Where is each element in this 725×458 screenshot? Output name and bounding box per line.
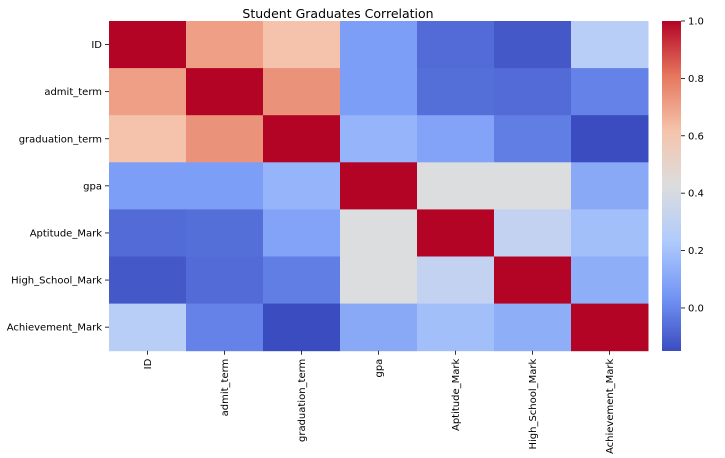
column-label: gpa — [374, 359, 385, 378]
column-label: ID — [143, 358, 154, 369]
heatmap-cell — [186, 68, 264, 116]
heatmap-cell — [109, 21, 187, 69]
heatmap-cell — [417, 256, 495, 305]
heatmap-cell — [263, 162, 341, 210]
column-label: admit_term — [220, 359, 231, 417]
colorbar-tick-label: 0.8 — [688, 74, 704, 85]
colorbar-tick-label: 0.2 — [688, 246, 704, 257]
heatmap-cell — [494, 68, 572, 116]
heatmap-cell — [186, 303, 264, 352]
heatmap-cell — [571, 162, 649, 210]
heatmap-cell — [186, 162, 264, 210]
column-label: Aptitude_Mark — [451, 358, 462, 431]
row-label: graduation_term — [19, 134, 102, 145]
heatmap-cell — [263, 21, 341, 69]
heatmap-cell — [263, 68, 341, 116]
heatmap-cell — [263, 256, 341, 305]
row-label: admit_term — [44, 87, 102, 98]
heatmap-cell — [417, 209, 495, 257]
column-label: graduation_term — [297, 359, 308, 442]
heatmap-cell — [186, 209, 264, 257]
heatmap-cell — [340, 256, 418, 305]
heatmap-cell — [571, 68, 649, 116]
heatmap-cell — [494, 21, 572, 69]
heatmap-cell — [571, 209, 649, 257]
heatmap-cell — [340, 209, 418, 257]
row-label: ID — [91, 40, 102, 51]
column-label: High_School_Mark — [528, 358, 539, 449]
heatmap-cell — [417, 21, 495, 69]
heatmap-cell — [571, 21, 649, 69]
heatmap-cell — [340, 68, 418, 116]
heatmap-cell — [186, 115, 264, 163]
heatmap-cell — [263, 115, 341, 163]
colorbar-tick-label: 1.0 — [688, 17, 704, 28]
row-label: gpa — [83, 181, 102, 192]
heatmap-cell — [109, 209, 187, 257]
heatmap-cell — [417, 162, 495, 210]
heatmap-cell — [109, 303, 187, 352]
heatmap-cell — [340, 115, 418, 163]
colorbar-tick-label: 0.4 — [688, 189, 704, 200]
heatmap-cell — [494, 303, 572, 352]
heatmap-cell — [186, 256, 264, 305]
heatmap-cell — [340, 303, 418, 352]
heatmap-cell — [494, 209, 572, 257]
heatmap-cell — [494, 256, 572, 305]
heatmap-cell — [494, 162, 572, 210]
heatmap-cell — [109, 162, 187, 210]
heatmap-cell — [571, 256, 649, 305]
heatmap-cells — [109, 21, 649, 352]
heatmap-cell — [494, 115, 572, 163]
column-label: Achievement_Mark — [605, 358, 616, 454]
row-label: Aptitude_Mark — [30, 228, 103, 239]
column-labels: ID admit_term graduation_term gpa Aptitude_M… — [143, 350, 616, 454]
heatmap-cell — [109, 68, 187, 116]
row-label: Achievement_Mark — [7, 323, 103, 334]
colorbar-tick-label: 0.6 — [688, 131, 704, 142]
heatmap-cell — [109, 115, 187, 163]
colorbar-tick-label: 0.0 — [688, 303, 704, 314]
heatmap-cell — [263, 303, 341, 352]
heatmap-cell — [571, 115, 649, 163]
chart-title: Student Graduates Correlation — [242, 6, 433, 21]
heatmap-cell — [340, 162, 418, 210]
heatmap-cell — [417, 303, 495, 352]
heatmap-cell — [417, 115, 495, 163]
heatmap-cell — [263, 209, 341, 257]
row-label: High_School_Mark — [11, 276, 102, 287]
colorbar: 0.0 0.2 0.4 0.6 0.8 1.0 — [662, 17, 704, 351]
colorbar-gradient — [662, 21, 681, 351]
heatmap-cell — [340, 21, 418, 69]
heatmap-cell — [571, 303, 649, 352]
heatmap-cell — [186, 21, 264, 69]
heatmap-cell — [109, 256, 187, 305]
heatmap-cell — [417, 68, 495, 116]
